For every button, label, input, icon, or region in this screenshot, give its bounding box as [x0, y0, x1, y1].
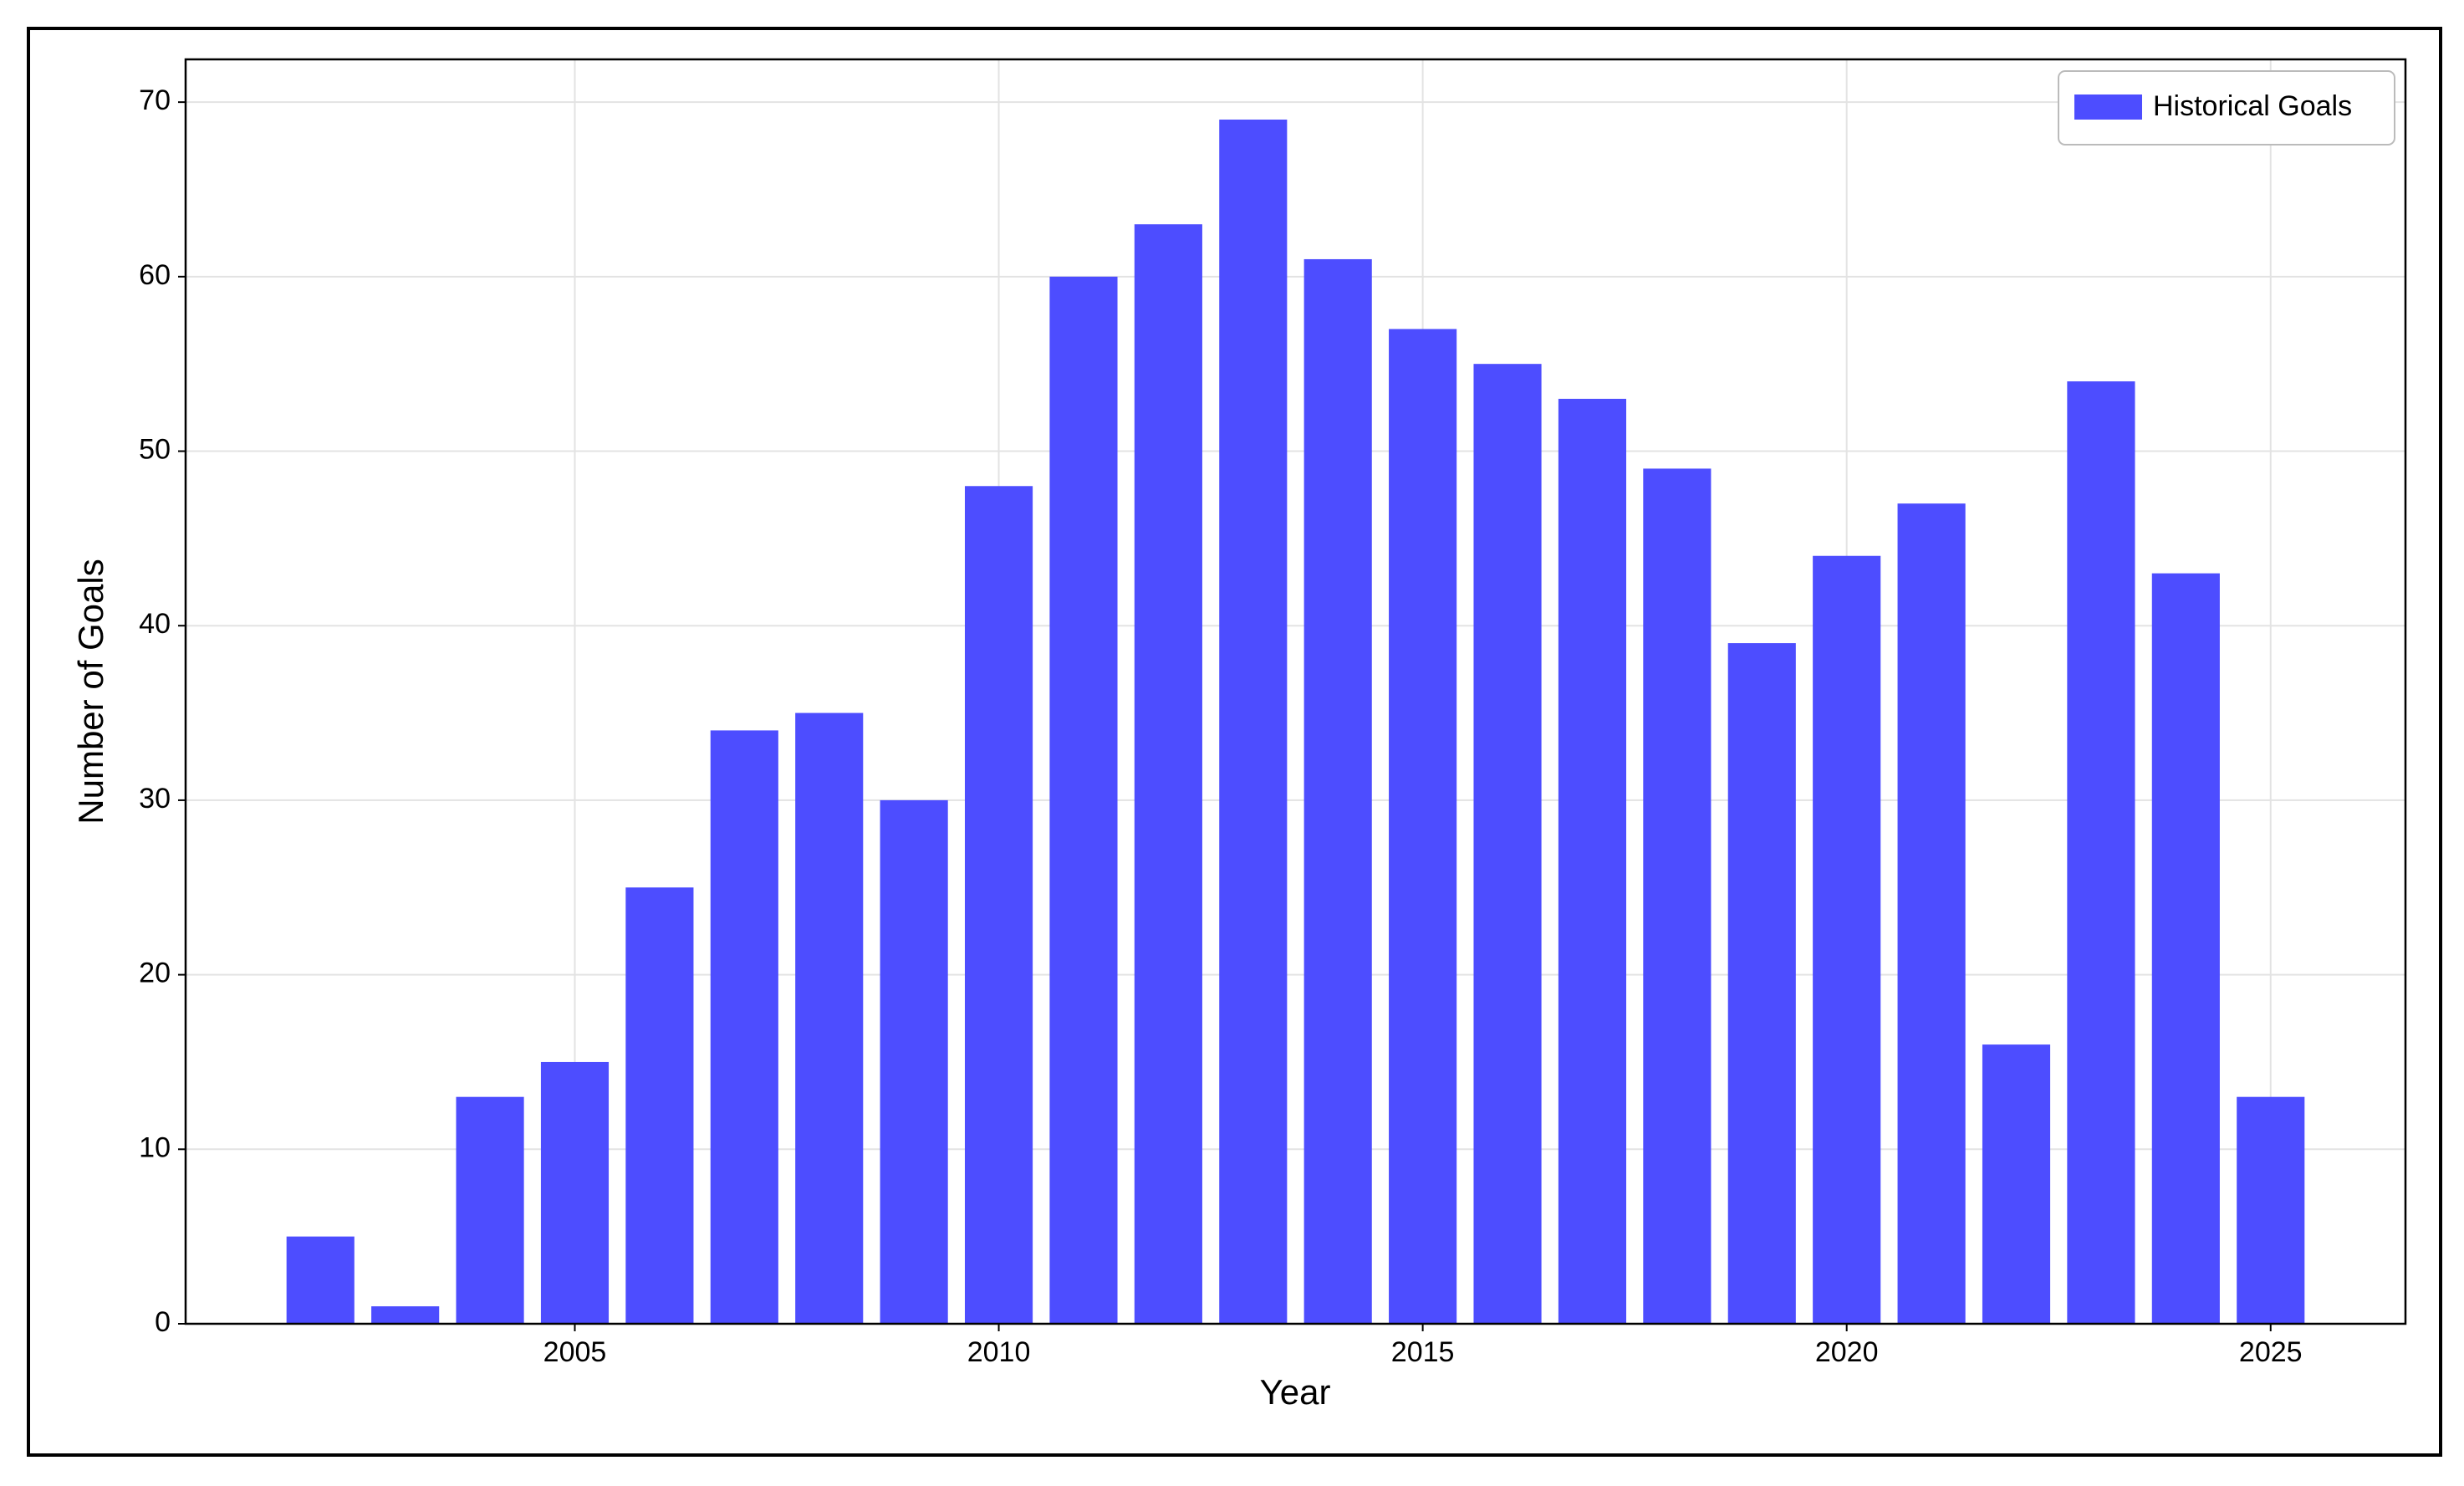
bar: [1389, 329, 1457, 1324]
bar: [456, 1096, 524, 1324]
bar: [286, 1236, 355, 1324]
bar: [1643, 468, 1712, 1324]
bar: [880, 799, 948, 1324]
y-tick-label: 70: [139, 84, 171, 116]
y-tick-label: 30: [139, 783, 171, 814]
legend: Historical Goals: [2058, 70, 2395, 146]
y-tick-label: 40: [139, 608, 171, 640]
axes-frame: [184, 58, 2407, 1325]
x-tick-label: 2025: [2239, 1336, 2303, 1368]
bar: [371, 1306, 440, 1324]
bar: [2237, 1096, 2305, 1324]
bar: [1727, 643, 1796, 1324]
bar: [1473, 364, 1542, 1324]
bar: [625, 887, 694, 1324]
x-tick-label: 2005: [543, 1336, 607, 1368]
y-tick-label: 50: [139, 434, 171, 466]
bar: [1134, 224, 1202, 1324]
ticks: 0 10 20 30 40 50 60 70 2005 2010 2015 2020 2025: [139, 84, 2302, 1368]
x-tick-label: 2020: [1815, 1336, 1879, 1368]
y-tick-label: 10: [139, 1131, 171, 1163]
bar: [2067, 381, 2135, 1325]
bar: [1558, 398, 1627, 1324]
y-tick-label: 20: [139, 957, 171, 989]
bar: [2151, 573, 2220, 1324]
x-axis-label: Year: [1260, 1372, 1331, 1412]
bar: [1219, 120, 1288, 1324]
bar: [1982, 1044, 2051, 1324]
bar: [1049, 276, 1118, 1325]
legend-box: [2058, 70, 2395, 146]
y-axis-label: Number of Goals: [71, 559, 110, 824]
bar: [964, 486, 1033, 1324]
bar: [540, 1061, 610, 1324]
bar: [710, 730, 778, 1324]
legend-swatch: [2074, 94, 2142, 120]
bar: [1303, 258, 1372, 1324]
x-tick-label: 2015: [1391, 1336, 1455, 1368]
bar: [795, 712, 864, 1324]
bars: [286, 120, 2305, 1325]
legend-label: Historical Goals: [2153, 90, 2352, 122]
x-tick-label: 2010: [967, 1336, 1031, 1368]
bar: [1897, 503, 1966, 1324]
y-tick-label: 0: [155, 1306, 171, 1338]
bar: [1813, 555, 1881, 1324]
y-tick-label: 60: [139, 259, 171, 291]
